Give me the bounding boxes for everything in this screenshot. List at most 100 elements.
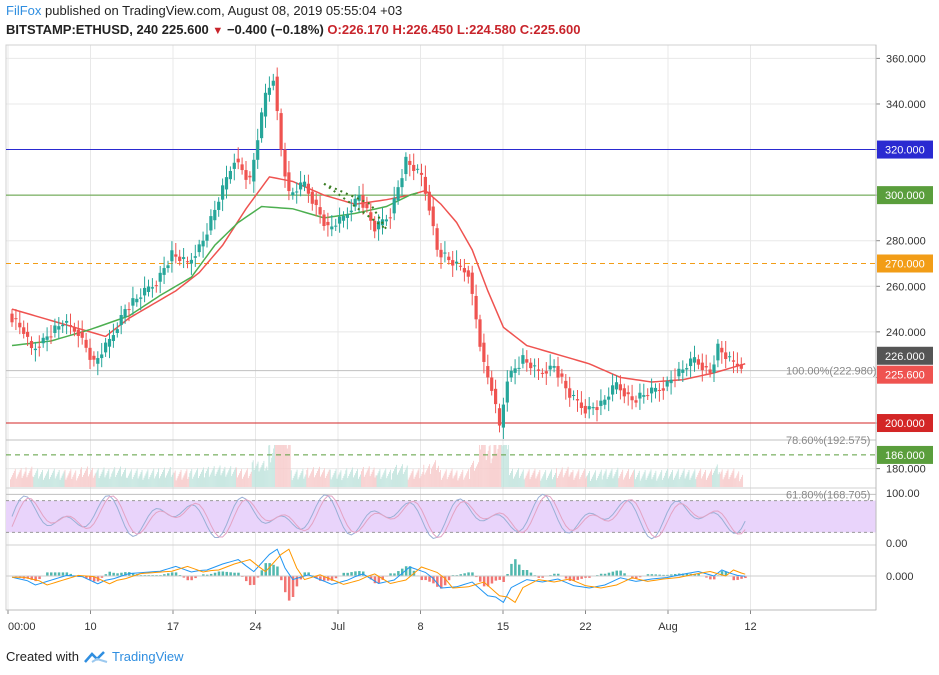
- volume-bar: [233, 471, 235, 487]
- candle-body: [685, 368, 689, 370]
- volume-bar: [528, 469, 530, 487]
- volume-bar: [307, 467, 309, 487]
- volume-bar: [226, 474, 228, 487]
- price-badges: 320.000 300.000 270.000 200.000 186.000 226.0…: [877, 140, 933, 464]
- volume-bar: [430, 473, 432, 487]
- volume-bar: [106, 473, 108, 487]
- volume-bar: [566, 468, 568, 487]
- volume-bar: [324, 477, 326, 487]
- volume-bar: [108, 468, 110, 487]
- volume-bar: [673, 477, 675, 487]
- volume-bar: [192, 478, 194, 487]
- volume-bar: [476, 466, 477, 487]
- candle-body: [552, 366, 556, 368]
- volume-bar: [571, 472, 573, 487]
- volume-bar: [166, 475, 167, 487]
- volume-bar: [48, 469, 49, 487]
- candle-body: [470, 272, 474, 294]
- price-tick-label: 240.000: [886, 327, 926, 339]
- volume-bar: [691, 475, 693, 487]
- volume-bar: [264, 470, 266, 487]
- volume-bar: [131, 479, 133, 487]
- macd-hist-bar: [233, 572, 236, 576]
- volume-bar: [463, 479, 465, 487]
- macd-hist-bar: [705, 576, 708, 578]
- volume-bar: [546, 479, 548, 487]
- macd-hist-bar: [662, 574, 665, 576]
- volume-bar: [486, 455, 488, 487]
- publisher-name[interactable]: FilFox: [6, 3, 42, 18]
- volume-bar: [465, 475, 467, 487]
- volume-bar: [53, 468, 55, 487]
- volume-bar: [73, 474, 75, 487]
- volume-bar: [242, 478, 243, 487]
- volume-bar: [441, 477, 443, 487]
- candle-body: [68, 325, 73, 327]
- volume-bar: [209, 474, 211, 487]
- volume-bar: [14, 468, 16, 487]
- volume-bar: [527, 471, 529, 487]
- volume-bar: [684, 478, 686, 487]
- volume-bar: [451, 468, 453, 487]
- volume-bar: [353, 477, 354, 487]
- volume-bar: [517, 468, 519, 487]
- volume-bar: [423, 464, 425, 487]
- volume-bar: [540, 480, 542, 487]
- volume-bar: [733, 468, 735, 487]
- volume-bar: [636, 475, 638, 487]
- volume-bar: [271, 457, 273, 487]
- candle-body: [33, 348, 37, 351]
- tradingview-link[interactable]: TradingView: [111, 649, 184, 664]
- candle-body: [540, 372, 544, 374]
- volume-bar: [478, 445, 480, 487]
- macd-hist-bar: [299, 576, 303, 580]
- candle-body: [29, 340, 34, 349]
- volume-bar: [481, 445, 483, 487]
- volume-bar: [467, 471, 469, 487]
- volume-bar: [68, 473, 70, 487]
- volume-bar: [255, 465, 257, 487]
- macd-hist-bar: [38, 576, 41, 579]
- volume-bar: [523, 479, 525, 487]
- macd-hist-bar: [564, 576, 568, 579]
- volume-bar: [447, 477, 449, 487]
- candle-body: [135, 298, 139, 303]
- volume-bar: [386, 478, 388, 487]
- candle-body: [529, 362, 533, 369]
- volume-bar: [120, 466, 121, 487]
- macd-hist-bar: [291, 576, 295, 597]
- volume-bar: [620, 473, 622, 487]
- macd-hist-bar: [580, 576, 583, 579]
- price-badge: [877, 346, 933, 365]
- candle-body: [548, 365, 552, 370]
- macd-hist-bar: [190, 576, 193, 581]
- candle-body: [533, 365, 537, 367]
- volume-bar: [588, 473, 589, 487]
- volume-bar: [685, 476, 687, 487]
- volume-bar: [641, 476, 643, 487]
- candle-body: [661, 388, 665, 391]
- volume-bar: [230, 466, 232, 487]
- volume-bar: [83, 474, 84, 487]
- volume-bar: [126, 477, 127, 487]
- volume-bar: [224, 466, 226, 487]
- volume-bar: [490, 463, 492, 487]
- volume-bar: [100, 473, 102, 487]
- candle-body: [466, 270, 470, 277]
- volume-bar: [75, 470, 77, 487]
- volume-bar: [548, 475, 549, 487]
- volume-bar: [158, 468, 159, 487]
- candle-body: [314, 199, 318, 206]
- volume-bar: [185, 471, 187, 487]
- candle-body: [622, 388, 626, 397]
- macd-hist-bar: [475, 576, 478, 578]
- macd-hist-bar: [471, 572, 474, 576]
- volume-bar: [646, 477, 648, 487]
- volume-bar: [531, 474, 533, 487]
- volume-bar: [662, 479, 664, 487]
- volume-bar: [406, 465, 408, 487]
- time-tick-label: 15: [497, 621, 509, 633]
- volume-bar: [339, 472, 341, 487]
- volume-bar: [64, 469, 66, 487]
